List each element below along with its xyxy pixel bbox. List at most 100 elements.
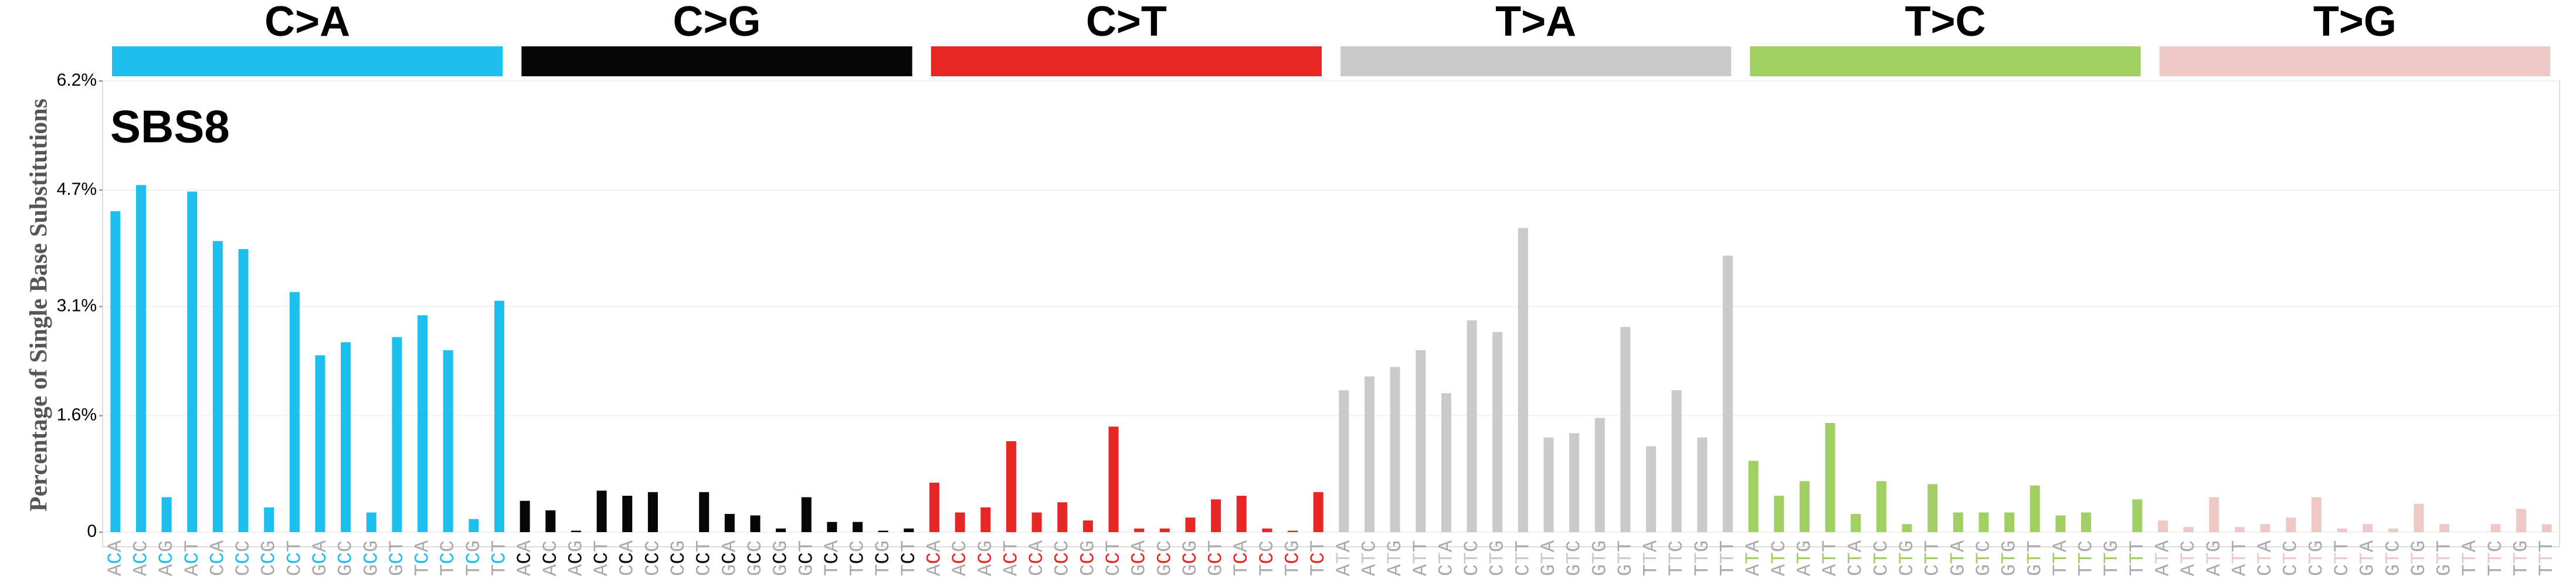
x-tick-letter: A xyxy=(2178,564,2200,576)
x-tick-letter: A xyxy=(1743,540,1765,552)
x-tick-label: ATT xyxy=(1410,540,1433,576)
x-tick-label: ACA xyxy=(924,540,946,576)
x-tick-label: TCC xyxy=(437,540,460,576)
x-tick-letter: T xyxy=(1999,552,2021,564)
bar xyxy=(1671,390,1682,532)
group-label: T>A xyxy=(1495,0,1576,45)
x-tick-letter: C xyxy=(2280,564,2303,576)
bar xyxy=(2234,527,2245,532)
x-tick-letter: C xyxy=(2382,540,2405,552)
x-tick-letter: T xyxy=(2101,564,2123,576)
x-tick-letter: A xyxy=(1794,564,1816,576)
x-tick-letter: G xyxy=(386,564,409,576)
x-tick-letter: G xyxy=(1384,540,1407,552)
x-tick-letter: T xyxy=(2127,552,2149,564)
x-tick-letter: T xyxy=(2050,552,2072,564)
x-tick-letter: T xyxy=(1000,540,1023,552)
bar xyxy=(1748,461,1759,532)
x-tick-letter: C xyxy=(2280,540,2303,552)
bar xyxy=(2055,515,2066,532)
x-tick-letter: A xyxy=(1333,540,1356,552)
x-tick-letter: C xyxy=(2255,564,2277,576)
x-tick-letter: C xyxy=(463,552,486,564)
bar xyxy=(1159,528,1170,532)
x-tick-label: GTG xyxy=(2408,540,2431,576)
x-tick-letter: A xyxy=(540,564,562,576)
x-tick-letter: C xyxy=(437,540,460,552)
x-tick-label: CCG xyxy=(668,540,690,576)
x-tick-letter: T xyxy=(1666,564,1688,576)
x-tick-letter: G xyxy=(2357,564,2380,576)
x-tick-letter: C xyxy=(412,552,435,564)
bar xyxy=(1492,331,1503,532)
x-tick-letter: C xyxy=(1077,552,1099,564)
bar xyxy=(2081,512,2092,532)
bar xyxy=(545,510,556,532)
x-tick-letter: C xyxy=(1487,564,1509,576)
x-tick-letter: T xyxy=(2536,564,2558,576)
x-tick-letter: A xyxy=(565,564,588,576)
x-tick-letter: G xyxy=(719,564,741,576)
group-bar xyxy=(2159,46,2550,76)
x-tick-letter: T xyxy=(1487,552,1509,564)
x-tick-letter: C xyxy=(591,552,613,564)
x-tick-letter: C xyxy=(1896,564,1919,576)
x-tick-label: ACC xyxy=(949,540,972,576)
bar xyxy=(2209,497,2219,532)
x-tick-letter: C xyxy=(1257,552,1279,564)
x-tick-label: TTG xyxy=(1692,540,1714,576)
x-tick-letter: G xyxy=(796,564,818,576)
x-tick-letter: A xyxy=(1333,564,1356,576)
x-tick-letter: G xyxy=(1589,540,1611,552)
x-tick-letter: C xyxy=(130,540,152,552)
x-tick-label: CCA xyxy=(617,540,639,576)
bar xyxy=(469,519,479,532)
x-tick-letter: C xyxy=(796,552,818,564)
x-tick-letter: C xyxy=(1052,552,1074,564)
x-tick-letter: T xyxy=(873,564,895,576)
x-tick-letter: T xyxy=(488,540,511,552)
x-tick-letter: A xyxy=(1231,540,1253,552)
bar xyxy=(955,512,965,532)
x-tick-letter: A xyxy=(1129,540,1151,552)
x-tick-letter: C xyxy=(1231,552,1253,564)
x-tick-letter: C xyxy=(719,552,741,564)
bar xyxy=(596,490,607,532)
x-tick-letter: C xyxy=(668,552,690,564)
x-tick-letter: C xyxy=(514,552,537,564)
x-tick-label: TTT xyxy=(2127,540,2149,576)
x-tick-letter: C xyxy=(1973,540,1995,552)
x-tick-label: TCT xyxy=(898,540,921,576)
x-tick-letter: C xyxy=(130,552,152,564)
x-tick-letter: A xyxy=(2255,540,2277,552)
x-tick-letter: G xyxy=(1564,564,1586,576)
bar xyxy=(418,315,428,532)
x-tick-letter: T xyxy=(1333,552,1356,564)
x-tick-letter: A xyxy=(591,564,613,576)
x-tick-label: GTA xyxy=(1947,540,1970,576)
x-tick-letter: C xyxy=(745,540,767,552)
x-tick-label: CTT xyxy=(1512,540,1535,576)
x-tick-letter: G xyxy=(1589,564,1611,576)
x-tick-label: TCA xyxy=(412,540,435,576)
bar xyxy=(1390,367,1400,532)
x-tick-letter: C xyxy=(1845,564,1868,576)
bar xyxy=(647,492,658,532)
x-tick-letter: G xyxy=(1180,540,1202,552)
group-bar xyxy=(112,46,503,76)
bar xyxy=(1006,441,1016,532)
x-tick-letter: G xyxy=(1947,564,1970,576)
x-tick-letter: G xyxy=(1999,540,2021,552)
x-tick-letter: T xyxy=(1308,564,1330,576)
x-tick-label: ATA xyxy=(1743,540,1765,576)
x-tick-letter: C xyxy=(1103,564,1125,576)
x-tick-label: ATA xyxy=(1333,540,1356,576)
x-tick-label: GCA xyxy=(310,540,332,576)
x-tick-label: CCG xyxy=(259,540,281,576)
bar xyxy=(238,249,249,532)
x-tick-letter: T xyxy=(2357,552,2380,564)
bar xyxy=(2490,524,2501,532)
x-tick-label: GCC xyxy=(335,540,358,576)
x-tick-letter: A xyxy=(924,540,946,552)
x-tick-letter: T xyxy=(2536,540,2558,552)
